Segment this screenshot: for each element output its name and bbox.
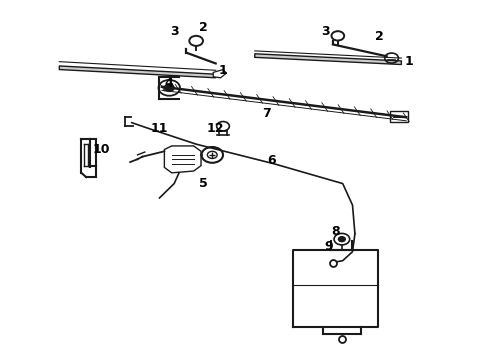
Text: 7: 7	[263, 107, 271, 120]
Text: 5: 5	[199, 177, 208, 190]
Text: 9: 9	[325, 240, 333, 253]
Circle shape	[164, 84, 174, 91]
Text: 12: 12	[207, 122, 224, 135]
Polygon shape	[59, 66, 216, 78]
Text: 3: 3	[170, 25, 178, 38]
Text: 1: 1	[404, 55, 413, 68]
Circle shape	[339, 237, 345, 242]
Polygon shape	[255, 54, 401, 64]
Text: 3: 3	[321, 25, 330, 38]
Polygon shape	[213, 69, 226, 78]
Text: 2: 2	[375, 30, 384, 43]
FancyBboxPatch shape	[390, 111, 408, 122]
Text: 1: 1	[219, 64, 227, 77]
Text: 10: 10	[92, 143, 110, 156]
Polygon shape	[164, 146, 201, 173]
Text: 4: 4	[165, 77, 173, 90]
Text: 11: 11	[151, 122, 168, 135]
Text: 2: 2	[199, 21, 208, 34]
Text: 6: 6	[268, 154, 276, 167]
Text: 8: 8	[331, 225, 340, 238]
